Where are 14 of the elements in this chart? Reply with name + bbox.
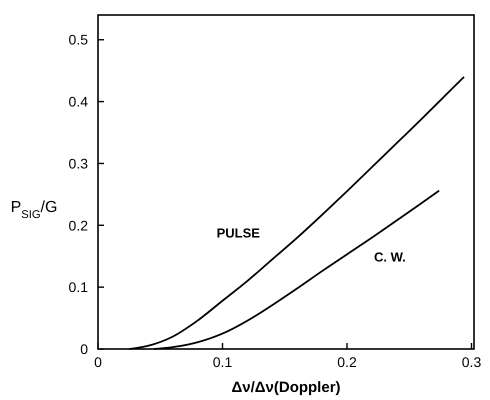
x-tick-label: 0 — [94, 354, 102, 370]
y-tick-label: 0.1 — [68, 279, 88, 296]
series-label: C. W. — [374, 250, 406, 265]
x-axis-title: Δν/Δν(Doppler) — [231, 379, 341, 396]
x-tick-label: 0.2 — [337, 354, 357, 370]
series-label: PULSE — [216, 225, 260, 240]
y-tick-label: 0 — [80, 341, 88, 357]
y-tick-label: 0.5 — [68, 32, 88, 48]
x-tick-label: 0.1 — [212, 354, 232, 370]
y-tick-label: 0.3 — [68, 155, 88, 172]
y-axis-title: P$_{SIG}$/G — [10, 199, 58, 221]
y-tick-label: 0.4 — [68, 94, 88, 110]
x-tick-label: 0.3 — [462, 354, 482, 370]
y-tick-label: 0.2 — [68, 217, 88, 234]
